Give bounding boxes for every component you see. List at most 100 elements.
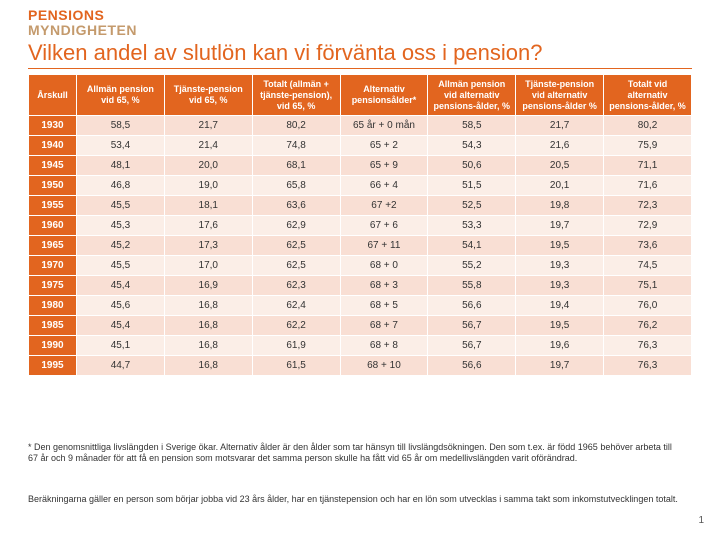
table-row: 196545,217,362,567 + 1154,119,573,6 (29, 236, 692, 256)
table-cell: 62,5 (252, 256, 340, 276)
table-cell: 48,1 (77, 156, 165, 176)
table-cell: 21,7 (516, 116, 604, 136)
table-cell: 72,9 (604, 216, 692, 236)
table-row: 195046,819,065,866 + 451,520,171,6 (29, 176, 692, 196)
table-body: 193058,521,780,265 år + 0 mån58,521,780,… (29, 116, 692, 376)
table-row: 199544,716,861,568 + 1056,619,776,3 (29, 356, 692, 376)
table-cell: 20,0 (164, 156, 252, 176)
table-cell: 55,2 (428, 256, 516, 276)
table-header-row: Årskull Allmän pension vid 65, % Tjänste… (29, 75, 692, 116)
table-cell: 56,7 (428, 316, 516, 336)
col-header: Tjänste-pension vid 65, % (164, 75, 252, 116)
table-cell: 56,6 (428, 356, 516, 376)
table-cell: 17,0 (164, 256, 252, 276)
table-cell: 19,8 (516, 196, 604, 216)
table-row: 194053,421,474,865 + 254,321,675,9 (29, 136, 692, 156)
table-cell: 1940 (29, 136, 77, 156)
table-cell: 16,8 (164, 336, 252, 356)
table-cell: 53,4 (77, 136, 165, 156)
table-cell: 19,5 (516, 236, 604, 256)
table-cell: 62,2 (252, 316, 340, 336)
table-cell: 21,7 (164, 116, 252, 136)
table-cell: 74,8 (252, 136, 340, 156)
table-cell: 1970 (29, 256, 77, 276)
table-cell: 50,6 (428, 156, 516, 176)
table-cell: 1950 (29, 176, 77, 196)
table-cell: 58,5 (77, 116, 165, 136)
table-cell: 52,5 (428, 196, 516, 216)
table-cell: 1955 (29, 196, 77, 216)
table-row: 193058,521,780,265 år + 0 mån58,521,780,… (29, 116, 692, 136)
table-cell: 67 + 11 (340, 236, 428, 256)
table-cell: 20,1 (516, 176, 604, 196)
col-header: Allmän pension vid alternativ pensions-å… (428, 75, 516, 116)
table-cell: 45,3 (77, 216, 165, 236)
table-cell: 19,5 (516, 316, 604, 336)
col-header: Årskull (29, 75, 77, 116)
table-cell: 75,1 (604, 276, 692, 296)
table-cell: 55,8 (428, 276, 516, 296)
table-cell: 68 + 7 (340, 316, 428, 336)
logo-line2: MYNDIGHETEN (28, 23, 137, 38)
table-cell: 72,3 (604, 196, 692, 216)
table-cell: 1960 (29, 216, 77, 236)
table-cell: 17,6 (164, 216, 252, 236)
table-cell: 45,5 (77, 196, 165, 216)
table-cell: 56,6 (428, 296, 516, 316)
table-cell: 65 + 9 (340, 156, 428, 176)
table-cell: 58,5 (428, 116, 516, 136)
page-number: 1 (698, 515, 704, 526)
table-cell: 19,7 (516, 356, 604, 376)
table-cell: 61,9 (252, 336, 340, 356)
table-cell: 62,5 (252, 236, 340, 256)
table-cell: 1975 (29, 276, 77, 296)
table-cell: 65 + 2 (340, 136, 428, 156)
table-cell: 45,4 (77, 276, 165, 296)
table-cell: 68 + 8 (340, 336, 428, 356)
table-cell: 68 + 5 (340, 296, 428, 316)
table-cell: 45,6 (77, 296, 165, 316)
table-cell: 44,7 (77, 356, 165, 376)
table-cell: 71,6 (604, 176, 692, 196)
table-cell: 80,2 (252, 116, 340, 136)
table-cell: 16,8 (164, 316, 252, 336)
table-cell: 1980 (29, 296, 77, 316)
table-cell: 67 +2 (340, 196, 428, 216)
table-cell: 68 + 3 (340, 276, 428, 296)
table-cell: 19,0 (164, 176, 252, 196)
table-cell: 76,2 (604, 316, 692, 336)
table-cell: 67 + 6 (340, 216, 428, 236)
table-cell: 19,3 (516, 256, 604, 276)
table-cell: 19,7 (516, 216, 604, 236)
col-header: Tjänste-pension vid alternativ pensions-… (516, 75, 604, 116)
table-cell: 21,4 (164, 136, 252, 156)
table-row: 195545,518,163,667 +252,519,872,3 (29, 196, 692, 216)
table-cell: 54,3 (428, 136, 516, 156)
footnote-1: * Den genomsnittliga livslängden i Sveri… (28, 442, 680, 465)
table-cell: 45,4 (77, 316, 165, 336)
table-cell: 71,1 (604, 156, 692, 176)
pension-table: Årskull Allmän pension vid 65, % Tjänste… (28, 74, 692, 376)
table-cell: 65 år + 0 mån (340, 116, 428, 136)
table-cell: 74,5 (604, 256, 692, 276)
table-cell: 75,9 (604, 136, 692, 156)
table-row: 199045,116,861,968 + 856,719,676,3 (29, 336, 692, 356)
table-cell: 68 + 0 (340, 256, 428, 276)
table-cell: 53,3 (428, 216, 516, 236)
page-title: Vilken andel av slutlön kan vi förvänta … (28, 40, 692, 69)
table-cell: 62,3 (252, 276, 340, 296)
table-cell: 19,4 (516, 296, 604, 316)
col-header: Totalt vid alternativ pensions-ålder, % (604, 75, 692, 116)
table-cell: 65,8 (252, 176, 340, 196)
table-cell: 16,8 (164, 296, 252, 316)
col-header: Allmän pension vid 65, % (77, 75, 165, 116)
table-row: 194548,120,068,165 + 950,620,571,1 (29, 156, 692, 176)
table-cell: 18,1 (164, 196, 252, 216)
table-cell: 19,6 (516, 336, 604, 356)
table-cell: 1930 (29, 116, 77, 136)
table-cell: 17,3 (164, 236, 252, 256)
table-cell: 1990 (29, 336, 77, 356)
table-cell: 1985 (29, 316, 77, 336)
table-cell: 1945 (29, 156, 77, 176)
table-cell: 46,8 (77, 176, 165, 196)
